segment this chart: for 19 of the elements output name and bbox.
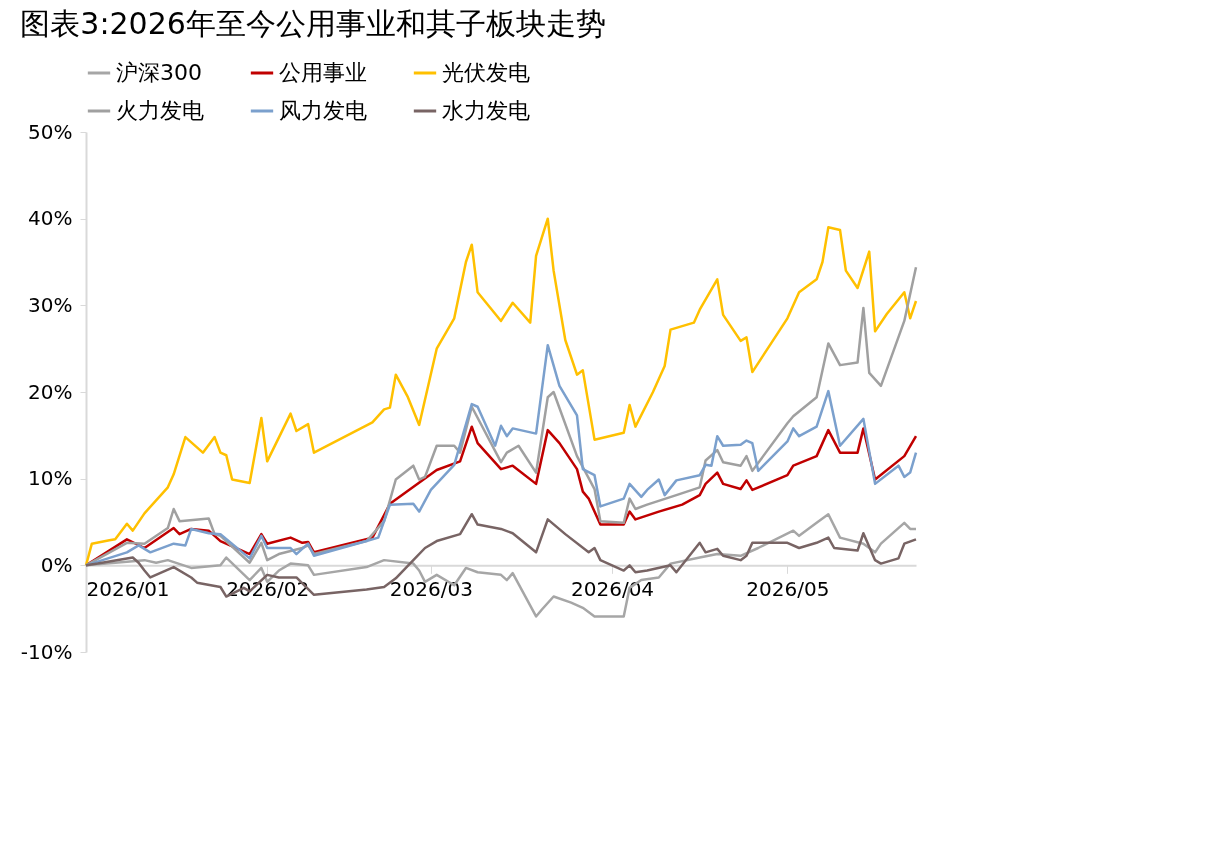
legend-label: 光伏发电	[442, 60, 530, 85]
y-tick-label: 20%	[28, 379, 73, 404]
legend-label: 火力发电	[116, 98, 204, 123]
legend-label: 水力发电	[442, 98, 530, 123]
x-tick-label: 2026/01	[86, 576, 170, 601]
x-tick-label: 2026/03	[389, 576, 473, 601]
y-tick-label: 50%	[28, 119, 73, 144]
legend-label: 沪深300	[116, 60, 202, 85]
legend-label: 公用事业	[279, 60, 367, 85]
y-tick-label: 40%	[28, 206, 73, 231]
line-series	[84, 512, 918, 598]
y-tick-label: 0%	[40, 552, 73, 577]
chart-title: 图表3:2026年至今公用事业和其子板块走势	[20, 6, 606, 41]
legend-label: 风力发电	[279, 98, 367, 123]
x-tick-label: 2026/04	[571, 576, 655, 601]
x-tick-label: 2026/05	[746, 576, 830, 601]
y-tick-label: -10%	[20, 639, 73, 664]
y-tick-label: 10%	[28, 466, 73, 491]
y-tick-label: 30%	[28, 292, 73, 317]
